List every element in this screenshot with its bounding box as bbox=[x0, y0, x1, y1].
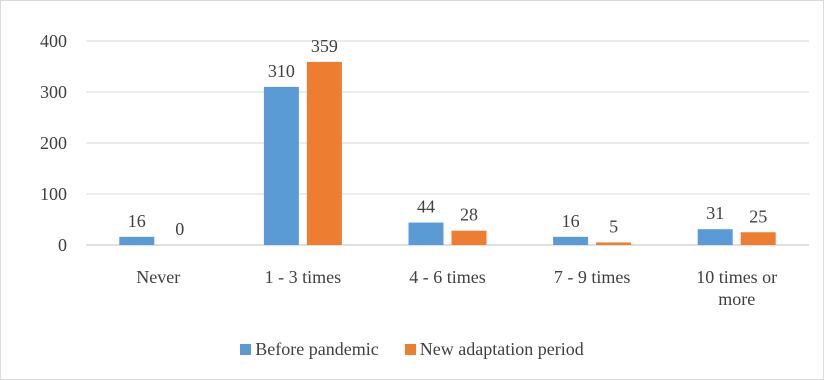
data-label-new-adaptation-period-10-times-or-more: 25 bbox=[749, 206, 767, 226]
legend-swatch-new-adaptation-period bbox=[404, 344, 416, 355]
y-axis-tick-labels: 0 100 200 300 400 bbox=[40, 31, 67, 255]
y-tick-label-400: 400 bbox=[40, 31, 67, 51]
y-tick-label-0: 0 bbox=[58, 235, 67, 255]
x-tick-label-10-times-or-more: 10 times or more bbox=[696, 267, 777, 309]
data-label-before-pandemic-4-6-times: 44 bbox=[417, 197, 435, 217]
data-label-before-pandemic-1-3-times: 310 bbox=[268, 61, 295, 81]
legend-item-new-adaptation-period: New adaptation period bbox=[404, 339, 584, 360]
data-label-before-pandemic-never: 16 bbox=[128, 211, 146, 231]
bar-before-pandemic-never bbox=[119, 236, 155, 245]
gridlines bbox=[86, 40, 809, 246]
y-tick-label-200: 200 bbox=[40, 133, 67, 153]
data-label-new-adaptation-period-4-6-times: 28 bbox=[460, 205, 478, 225]
bar-before-pandemic-4-6-times bbox=[408, 222, 444, 245]
x-tick-label-1-3-times: 1 - 3 times bbox=[265, 267, 342, 287]
data-label-before-pandemic-7-9-times: 16 bbox=[562, 211, 580, 231]
bar-new-adaptation-period-4-6-times bbox=[451, 230, 487, 245]
bar-before-pandemic-1-3-times bbox=[263, 86, 299, 246]
legend-item-before-pandemic: Before pandemic bbox=[240, 339, 379, 360]
bar-new-adaptation-period-10-times-or-more bbox=[740, 232, 776, 245]
data-label-new-adaptation-period-1-3-times: 359 bbox=[311, 36, 338, 56]
bar-new-adaptation-period-7-9-times bbox=[596, 242, 632, 245]
x-tick-label-4-6-times: 4 - 6 times bbox=[409, 267, 486, 287]
bar-before-pandemic-10-times-or-more bbox=[697, 229, 733, 245]
x-tick-label-never: Never bbox=[136, 267, 180, 287]
x-tick-label-7-9-times: 7 - 9 times bbox=[554, 267, 631, 287]
legend-label-before-pandemic: Before pandemic bbox=[255, 339, 379, 359]
bars bbox=[119, 61, 776, 246]
data-label-new-adaptation-period-never: 0 bbox=[175, 219, 184, 239]
legend: Before pandemic New adaptation period bbox=[1, 339, 823, 360]
y-tick-label-300: 300 bbox=[40, 82, 67, 102]
bar-before-pandemic-7-9-times bbox=[553, 236, 589, 245]
data-label-before-pandemic-10-times-or-more: 31 bbox=[706, 203, 724, 223]
x-axis-tick-labels: Never 1 - 3 times 4 - 6 times 7 - 9 times 10… bbox=[136, 267, 777, 309]
y-tick-label-100: 100 bbox=[40, 184, 67, 204]
bar-new-adaptation-period-1-3-times bbox=[306, 61, 342, 245]
legend-label-new-adaptation-period: New adaptation period bbox=[419, 339, 584, 359]
legend-swatch-before-pandemic bbox=[240, 344, 252, 355]
data-label-new-adaptation-period-7-9-times: 5 bbox=[609, 216, 618, 236]
